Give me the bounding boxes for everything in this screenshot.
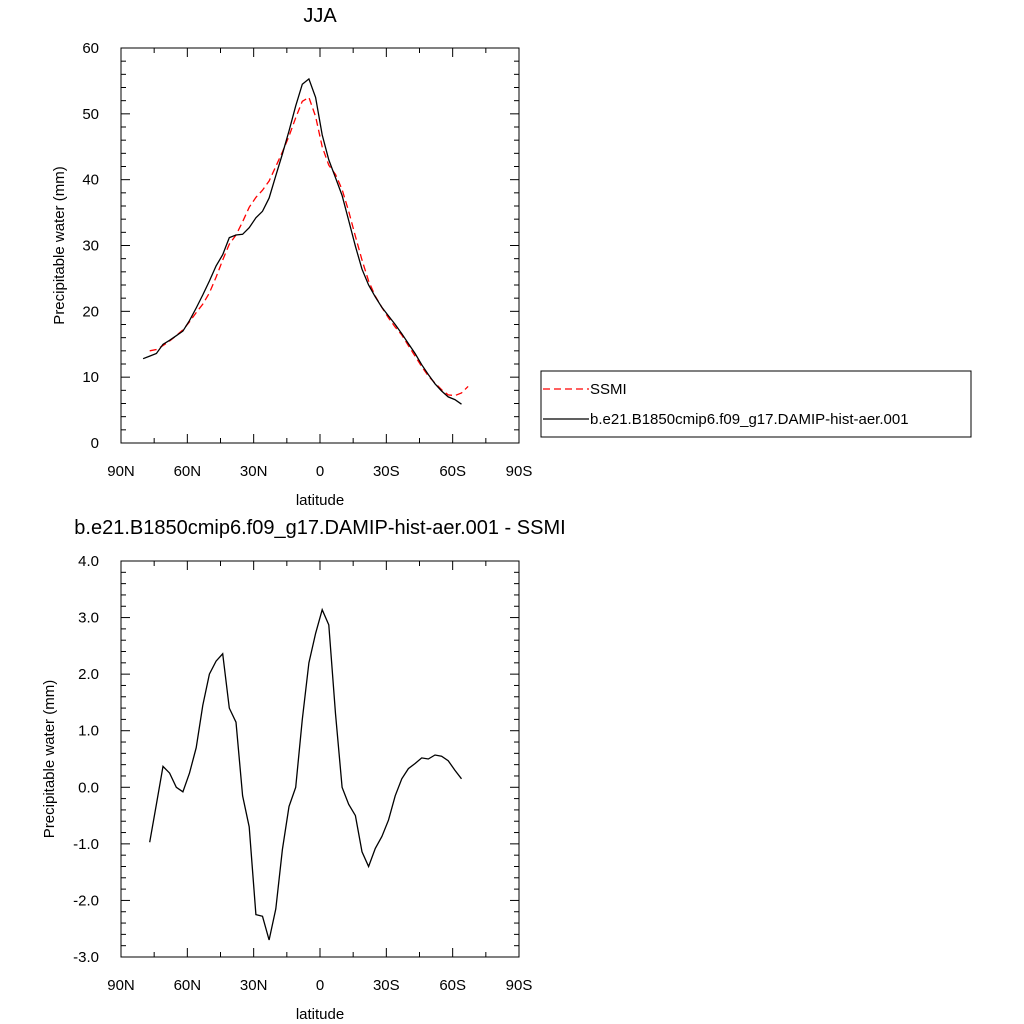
top-chart-lines bbox=[142, 77, 469, 405]
top-chart-frame bbox=[120, 47, 520, 444]
x-tick-label: 30N bbox=[240, 977, 268, 994]
x-tick-label: 90N bbox=[107, 463, 135, 480]
y-tick-label: 0.0 bbox=[78, 779, 99, 796]
y-tick-label: 2.0 bbox=[78, 666, 99, 683]
x-tick-label: 90S bbox=[506, 463, 533, 480]
x-tick-label: 60N bbox=[174, 977, 202, 994]
x-tick-label: 30N bbox=[240, 463, 268, 480]
x-tick-label: 60N bbox=[174, 463, 202, 480]
y-tick-label: 50 bbox=[82, 106, 99, 123]
x-tick-label: 90S bbox=[506, 977, 533, 994]
top-chart-ylabel: Precipitable water (mm) bbox=[51, 166, 68, 324]
x-tick-label: 60S bbox=[439, 463, 466, 480]
y-tick-label: 0 bbox=[91, 435, 99, 452]
top-chart-title: JJA bbox=[303, 5, 337, 27]
y-tick-label: 4.0 bbox=[78, 553, 99, 570]
y-tick-label: -1.0 bbox=[73, 836, 99, 853]
bottom-chart-ylabel: Precipitable water (mm) bbox=[41, 680, 58, 838]
top-chart-xlabel: latitude bbox=[296, 492, 344, 509]
bottom-chart-lines bbox=[149, 607, 463, 941]
x-tick-label: 30S bbox=[373, 977, 400, 994]
bottom-chart-ticks: 90N 60N 30N 0 30S 60S 90S -3.0 -2.0 -1.0 0.0 1.0 2.0… bbox=[73, 553, 532, 994]
y-tick-label: 10 bbox=[82, 369, 99, 386]
y-tick-label: -3.0 bbox=[73, 949, 99, 966]
bottom-chart-frame bbox=[120, 560, 520, 958]
bottom-panel-difference: b.e21.B1850cmip6.f09_g17.DAMIP-hist-aer.… bbox=[41, 517, 566, 1023]
y-tick-label: 20 bbox=[82, 303, 99, 320]
x-tick-label: 60S bbox=[439, 977, 466, 994]
y-tick-label: 40 bbox=[82, 172, 99, 189]
y-tick-label: 30 bbox=[82, 238, 99, 255]
top-series-line-1 bbox=[142, 77, 462, 405]
legend-label-model: b.e21.B1850cmip6.f09_g17.DAMIP-hist-aer.… bbox=[590, 411, 909, 428]
bottom-series-line-0 bbox=[149, 607, 463, 941]
legend-label-ssmi: SSMI bbox=[590, 381, 627, 398]
y-tick-label: -2.0 bbox=[73, 892, 99, 909]
top-panel-zonal-mean: JJA 90N 60N 30N 0 30S 60S 90S 0 10 20 30 40 50 60 lat… bbox=[51, 5, 532, 509]
top-series-line-0 bbox=[149, 96, 469, 397]
bottom-chart-title: b.e21.B1850cmip6.f09_g17.DAMIP-hist-aer.… bbox=[74, 517, 565, 539]
legend-box bbox=[540, 370, 972, 438]
x-tick-label: 90N bbox=[107, 977, 135, 994]
top-chart-ticks: 90N 60N 30N 0 30S 60S 90S 0 10 20 30 40 50 60 bbox=[82, 40, 532, 480]
legend: SSMI b.e21.B1850cmip6.f09_g17.DAMIP-hist… bbox=[540, 370, 972, 438]
x-tick-label: 0 bbox=[316, 977, 324, 994]
x-tick-label: 30S bbox=[373, 463, 400, 480]
y-tick-label: 3.0 bbox=[78, 610, 99, 627]
bottom-chart-xlabel: latitude bbox=[296, 1006, 344, 1023]
y-tick-label: 1.0 bbox=[78, 723, 99, 740]
x-tick-label: 0 bbox=[316, 463, 324, 480]
y-tick-label: 60 bbox=[82, 40, 99, 57]
